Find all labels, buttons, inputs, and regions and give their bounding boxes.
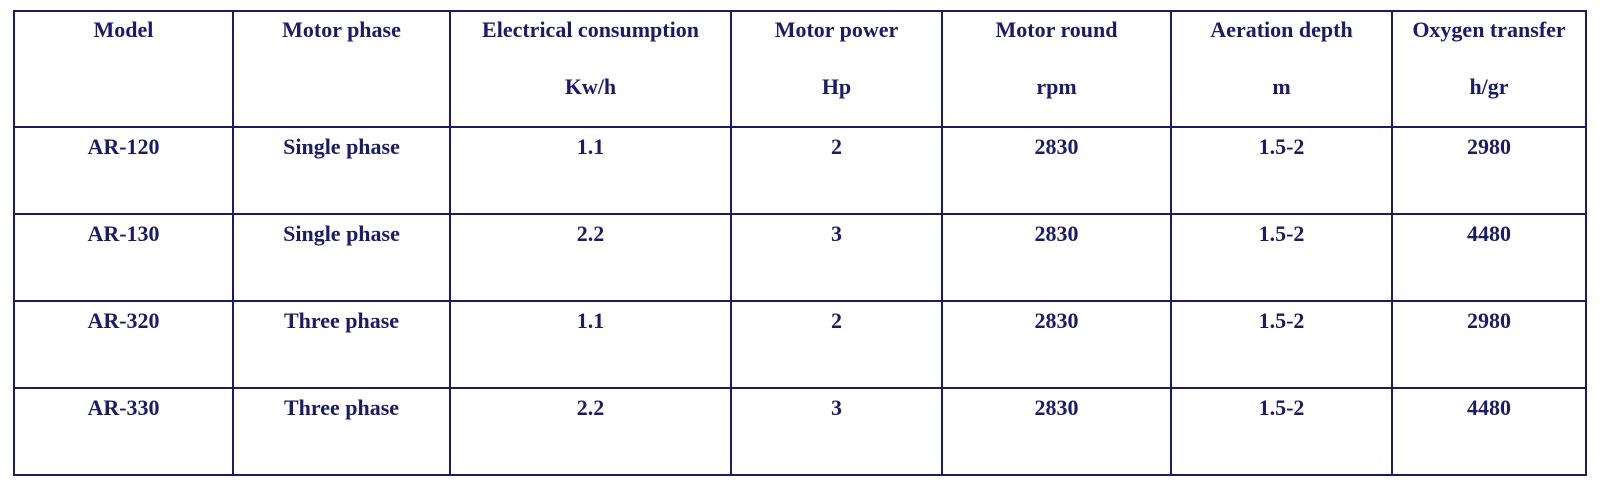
cell-text: Three phase (283, 395, 400, 420)
table-row: AR-130 Single phase 2.2 3 2830 1.5-2 448… (13, 213, 1587, 302)
cell-text: 2830 (1034, 308, 1079, 333)
cell-text: 3 (831, 221, 842, 246)
cell-text: 3 (831, 395, 842, 420)
header-label: Motor power (774, 17, 899, 42)
cell-text: AR-320 (87, 308, 160, 333)
cell-model: AR-330 (13, 387, 234, 476)
header-label: Aeration depth (1210, 17, 1353, 42)
cell-motor-phase: Three phase (232, 387, 451, 476)
cell-oxygen-transfer: 4480 (1391, 387, 1587, 476)
cell-aeration-depth: 1.5-2 (1170, 213, 1393, 302)
cell-text: 1.5-2 (1258, 395, 1305, 420)
cell-text: 1.1 (576, 134, 605, 159)
cell-motor-round: 2830 (941, 387, 1172, 476)
header-cell-aeration-depth: Aeration depth m (1170, 10, 1393, 128)
cell-text: Single phase (283, 221, 400, 246)
cell-text: 4480 (1467, 395, 1511, 420)
cell-oxygen-transfer: 4480 (1391, 213, 1587, 302)
header-label: Motor phase (282, 17, 401, 42)
cell-text: 2830 (1034, 134, 1079, 159)
header-unit: Kw/h (564, 74, 617, 99)
header-unit: rpm (1036, 74, 1077, 99)
cell-text: 1.5-2 (1258, 134, 1305, 159)
header-cell-model: Model (13, 10, 234, 128)
cell-text: 2830 (1034, 221, 1079, 246)
cell-text: 2 (831, 308, 842, 333)
cell-aeration-depth: 1.5-2 (1170, 126, 1393, 215)
cell-text: 2980 (1467, 134, 1511, 159)
cell-text: AR-130 (87, 221, 160, 246)
cell-text: 4480 (1467, 221, 1511, 246)
header-unit (16, 43, 231, 74)
table-header: Model Motor phase Electrical consumption… (13, 10, 1587, 128)
cell-text: AR-120 (87, 134, 160, 159)
cell-text: 2980 (1467, 308, 1511, 333)
cell-model: AR-120 (13, 126, 234, 215)
header-unit: h/gr (1469, 74, 1509, 99)
cell-oxygen-transfer: 2980 (1391, 300, 1587, 389)
cell-model: AR-130 (13, 213, 234, 302)
cell-aeration-depth: 1.5-2 (1170, 387, 1393, 476)
header-label: Model (93, 17, 154, 42)
cell-motor-round: 2830 (941, 126, 1172, 215)
cell-electrical-consumption: 1.1 (449, 300, 732, 389)
header-label: Motor round (995, 17, 1118, 42)
cell-motor-power: 3 (730, 213, 943, 302)
cell-text: 1.1 (576, 308, 605, 333)
table-row: AR-330 Three phase 2.2 3 2830 1.5-2 4480 (13, 387, 1587, 476)
cell-text: 1.5-2 (1258, 308, 1305, 333)
table-body: AR-120 Single phase 1.1 2 2830 1.5-2 298… (13, 126, 1587, 476)
table-row: AR-120 Single phase 1.1 2 2830 1.5-2 298… (13, 126, 1587, 215)
header-unit (235, 43, 448, 74)
cell-aeration-depth: 1.5-2 (1170, 300, 1393, 389)
header-label: Electrical consumption (482, 17, 699, 42)
header-cell-electrical-consumption: Electrical consumption Kw/h (449, 10, 732, 128)
header-row: Model Motor phase Electrical consumption… (13, 10, 1587, 128)
cell-motor-round: 2830 (941, 213, 1172, 302)
cell-electrical-consumption: 2.2 (449, 213, 732, 302)
header-cell-motor-round: Motor round rpm (941, 10, 1172, 128)
table-row: AR-320 Three phase 1.1 2 2830 1.5-2 2980 (13, 300, 1587, 389)
header-unit: Hp (821, 74, 852, 99)
cell-motor-power: 2 (730, 126, 943, 215)
cell-electrical-consumption: 2.2 (449, 387, 732, 476)
cell-text: Single phase (283, 134, 400, 159)
cell-motor-power: 3 (730, 387, 943, 476)
cell-text: 2830 (1034, 395, 1079, 420)
cell-text: 2.2 (576, 395, 605, 420)
cell-text: 2.2 (576, 221, 605, 246)
cell-text: 2 (831, 134, 842, 159)
cell-text: Three phase (283, 308, 400, 333)
cell-text: AR-330 (87, 395, 160, 420)
header-label: Oxygen transfer (1412, 17, 1566, 42)
cell-motor-round: 2830 (941, 300, 1172, 389)
header-cell-motor-phase: Motor phase (232, 10, 451, 128)
cell-motor-phase: Three phase (232, 300, 451, 389)
header-cell-oxygen-transfer: Oxygen transfer h/gr (1391, 10, 1587, 128)
cell-text: 1.5-2 (1258, 221, 1305, 246)
cell-model: AR-320 (13, 300, 234, 389)
specifications-table: Model Motor phase Electrical consumption… (13, 10, 1587, 476)
cell-electrical-consumption: 1.1 (449, 126, 732, 215)
header-cell-motor-power: Motor power Hp (730, 10, 943, 128)
cell-oxygen-transfer: 2980 (1391, 126, 1587, 215)
cell-motor-phase: Single phase (232, 213, 451, 302)
cell-motor-phase: Single phase (232, 126, 451, 215)
cell-motor-power: 2 (730, 300, 943, 389)
header-unit: m (1272, 74, 1291, 99)
